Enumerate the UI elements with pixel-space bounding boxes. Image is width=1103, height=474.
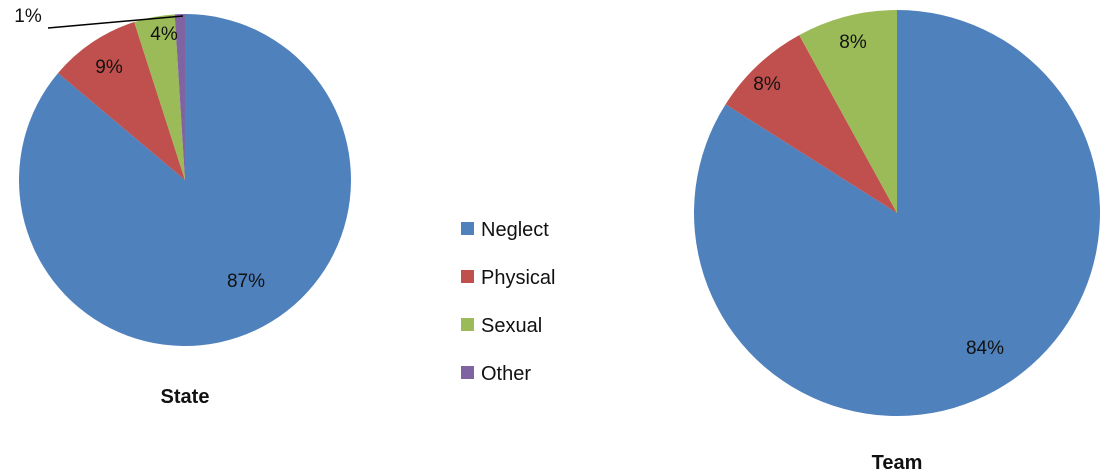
state-slice-sexual	[134, 14, 185, 181]
team-title: Team	[872, 452, 923, 474]
legend-swatch-other	[461, 366, 474, 379]
team-slice-neglect	[694, 10, 1101, 416]
legend-label-physical: Physical	[481, 267, 555, 289]
legend-swatch-sexual	[461, 318, 474, 331]
state-label-sexual: 4%	[150, 24, 178, 45]
team-slice-sexual	[799, 10, 897, 213]
legend-label-sexual: Sexual	[481, 315, 542, 337]
legend-swatch-neglect	[461, 222, 474, 235]
state-title: State	[161, 386, 210, 408]
team-label-physical: 8%	[753, 74, 781, 95]
legend: Neglect Physical Sexual Other	[461, 219, 555, 385]
team-slice-physical	[725, 35, 897, 214]
team-label-neglect: 84%	[966, 338, 1004, 359]
state-slice-physical	[58, 21, 186, 181]
legend-label-neglect: Neglect	[481, 219, 549, 241]
state-label-neglect: 87%	[227, 271, 265, 292]
state-slice-other	[174, 14, 185, 180]
state-pie: 87% 9% 4% 1% State	[14, 6, 351, 408]
team-pie: 84% 8% 8% Team	[694, 10, 1101, 474]
state-label-physical: 9%	[95, 57, 123, 78]
legend-swatch-physical	[461, 270, 474, 283]
legend-label-other: Other	[481, 363, 531, 385]
state-slice-neglect	[18, 14, 351, 347]
state-label-other: 1%	[14, 6, 42, 27]
other-leader-line	[47, 15, 184, 29]
team-label-sexual: 8%	[839, 32, 867, 53]
